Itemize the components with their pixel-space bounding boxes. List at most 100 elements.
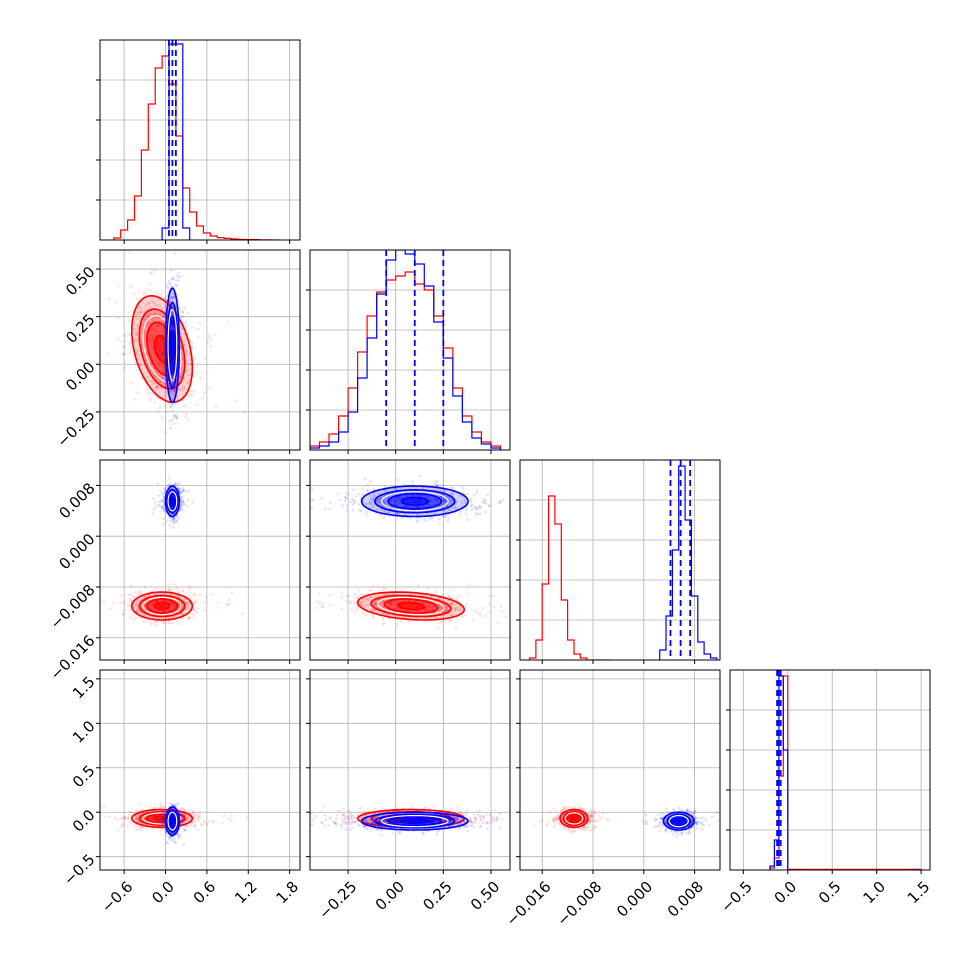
sample-point (147, 336, 151, 339)
sample-point (103, 815, 106, 819)
sample-point (167, 620, 171, 623)
sample-point (168, 477, 171, 480)
sample-point (155, 324, 158, 327)
sample-point (196, 403, 199, 407)
sample-point (449, 619, 452, 622)
sample-point (180, 502, 184, 505)
sample-point (129, 350, 132, 354)
sample-point (136, 593, 140, 596)
sample-point (163, 489, 167, 493)
sample-point (137, 802, 141, 805)
sample-point (129, 285, 133, 289)
sample-point (134, 603, 138, 607)
sample-point (139, 825, 142, 829)
sample-point (153, 328, 157, 332)
sample-point (148, 396, 152, 399)
sample-point (185, 349, 188, 353)
sample-point (189, 824, 192, 827)
sample-point (94, 828, 97, 831)
sample-point (162, 517, 166, 520)
sample-point (424, 620, 428, 624)
sample-point (162, 507, 166, 511)
sample-point (130, 382, 134, 385)
sample-point (157, 357, 161, 361)
panel-2d-0-1 (57, 249, 301, 454)
sample-point (169, 360, 173, 363)
sample-point (167, 608, 171, 612)
sample-point (447, 594, 451, 598)
sample-point (296, 593, 299, 596)
sample-point (135, 334, 138, 337)
sample-point (161, 492, 164, 496)
sample-point (161, 621, 165, 625)
sample-point (179, 376, 182, 380)
sample-point (171, 276, 175, 280)
sample-point (178, 604, 181, 608)
sample-point (160, 320, 164, 323)
sample-point (184, 321, 188, 324)
sample-point (162, 371, 166, 375)
sample-point (150, 392, 153, 395)
sample-point (57, 298, 60, 301)
sample-point (126, 604, 130, 608)
sample-point (193, 812, 197, 815)
sample-point (169, 359, 173, 363)
sample-point (179, 491, 182, 495)
sample-point (184, 347, 188, 351)
sample-point (147, 604, 150, 608)
sample-point (181, 499, 185, 503)
sample-point (169, 593, 173, 596)
sample-point (162, 599, 166, 603)
sample-point (192, 824, 196, 828)
sample-point (211, 821, 215, 824)
sample-point (142, 292, 145, 296)
sample-point (190, 341, 193, 345)
sample-point (150, 623, 154, 626)
sample-point (170, 321, 174, 324)
sample-point (152, 620, 156, 624)
sample-point (146, 321, 150, 325)
sample-point (178, 486, 181, 490)
sample-point (163, 509, 166, 512)
sample-point (188, 585, 191, 588)
sample-point (146, 387, 150, 391)
sample-point (182, 339, 186, 343)
sample-point (492, 605, 496, 609)
sample-point (173, 414, 176, 417)
sample-point (154, 355, 157, 359)
sample-point (171, 322, 174, 326)
sample-point (191, 613, 195, 616)
sample-point (159, 362, 162, 366)
sample-point (171, 311, 174, 315)
sample-point (193, 823, 197, 826)
sample-point (171, 304, 174, 308)
sample-point (177, 279, 180, 282)
sample-point (172, 605, 175, 608)
contour-line (169, 496, 175, 506)
sample-point (171, 602, 174, 606)
sample-point (150, 345, 154, 348)
sample-point (135, 297, 138, 301)
sample-point (159, 361, 162, 365)
sample-point (139, 589, 142, 593)
sample-point (148, 289, 151, 292)
panel-frame (309, 249, 511, 451)
sample-point (128, 816, 131, 819)
sample-point (203, 609, 206, 612)
sample-point (166, 622, 170, 625)
sample-point (163, 609, 166, 613)
sample-point (328, 593, 332, 597)
sample-point (148, 306, 152, 310)
sample-point (172, 361, 175, 365)
sample-point (168, 587, 171, 591)
histogram-series-0 (528, 495, 613, 660)
sample-point (167, 420, 170, 423)
sample-point (152, 382, 156, 385)
sample-point (180, 504, 183, 507)
sample-point (151, 817, 154, 820)
sample-point (157, 323, 160, 327)
sample-point (139, 363, 142, 367)
sample-point (165, 485, 168, 489)
sample-point (181, 500, 184, 503)
sample-point (121, 612, 125, 616)
